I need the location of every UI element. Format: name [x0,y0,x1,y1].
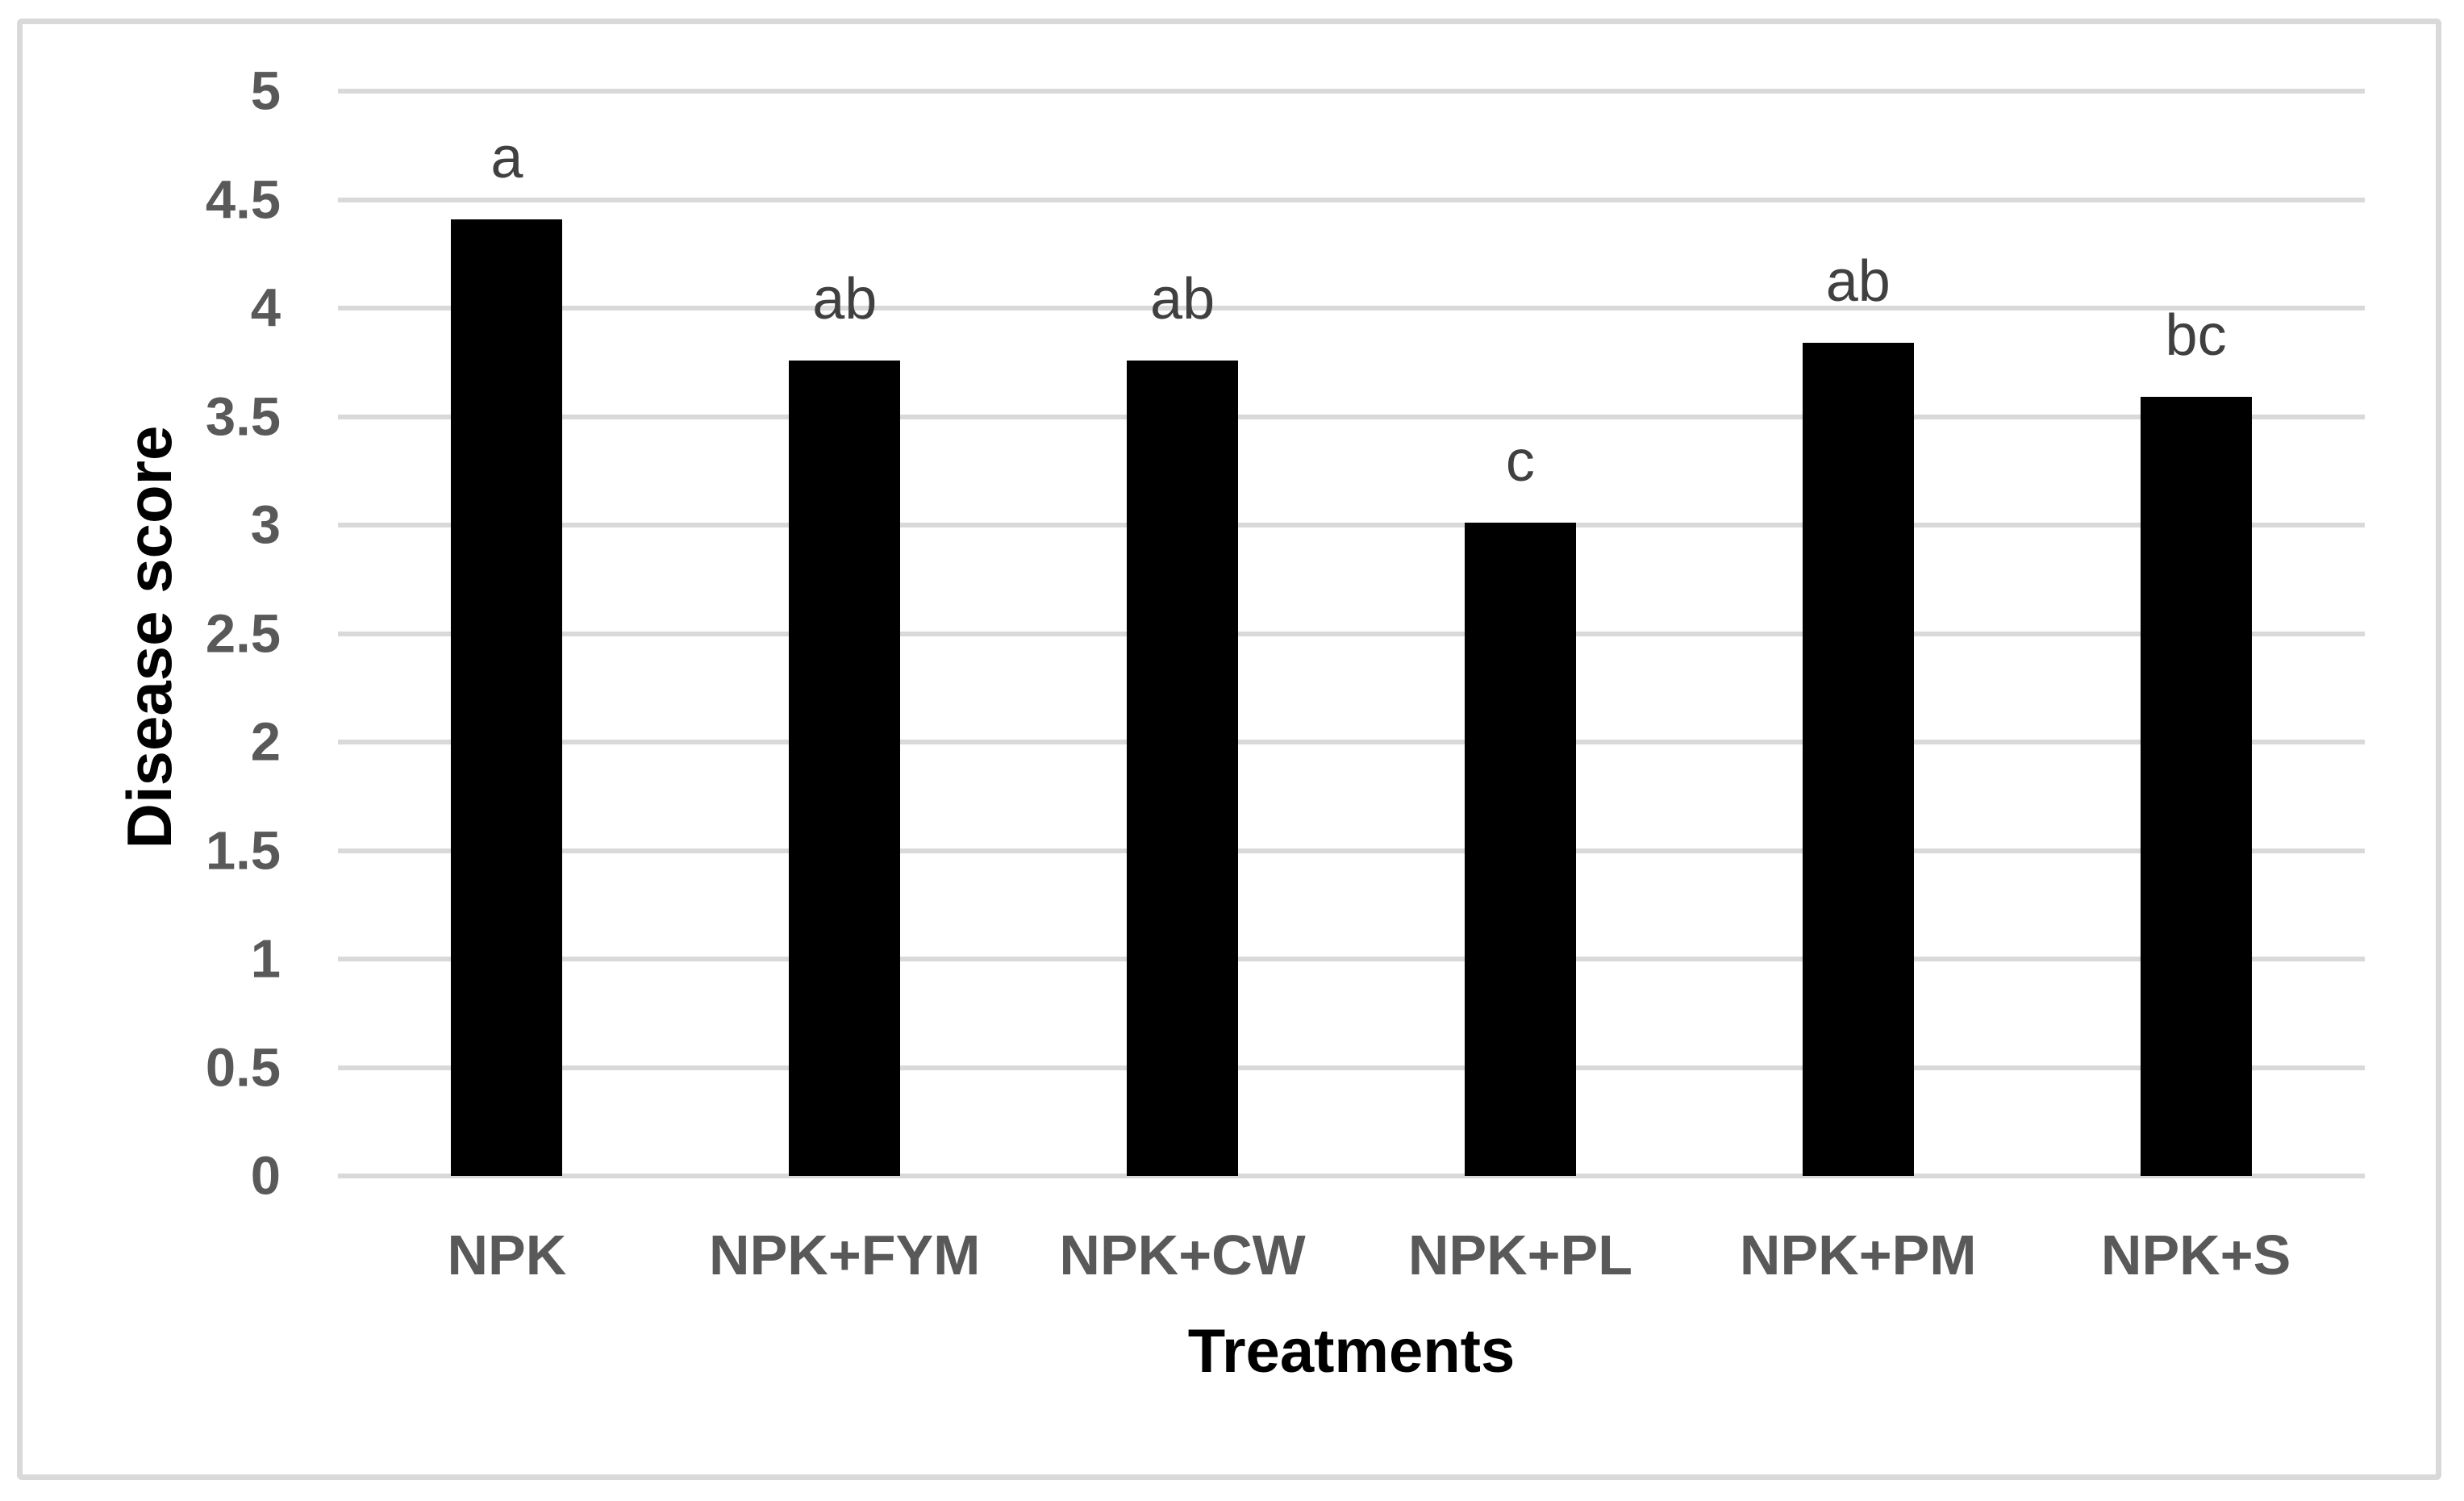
gridline [338,523,2365,527]
y-tick-label: 4.5 [205,169,281,230]
significance-letter: ab [1825,249,1891,315]
significance-letter: a [490,125,523,190]
gridline [338,197,2365,202]
gridline [338,631,2365,636]
gridline [338,1174,2365,1178]
gridline [338,306,2365,311]
bar-NPK+CW [1127,360,1239,1176]
y-tick-label: 2.5 [205,603,281,664]
y-tick-label: 1.5 [205,820,281,881]
y-tick-label: 3.5 [205,386,281,447]
x-category-label: NPK+FYM [709,1224,981,1286]
y-tick-label: 0 [250,1145,281,1207]
bar-NPK [451,219,563,1176]
bar-NPK+FYM [789,360,901,1176]
plot-area: a ab ab c ab bc [338,89,2365,1178]
y-tick-label: 5 [250,60,281,122]
gridline [338,414,2365,419]
y-tick-label: 0.5 [205,1037,281,1098]
significance-letter: c [1505,429,1535,494]
significance-letter: ab [1150,266,1215,331]
bar-NPK+S [2140,397,2252,1176]
x-category-label: NPK+CW [1059,1224,1306,1286]
x-category-label: NPK [447,1224,567,1286]
bar-NPK+PL [1464,523,1576,1176]
gridline [338,1065,2365,1070]
gridline [338,957,2365,961]
significance-letter: bc [2165,303,2227,369]
y-tick-label: 3 [250,494,281,556]
y-axis-title: Disease score [114,425,185,849]
gridline [338,89,2365,94]
y-tick-label: 1 [250,928,281,990]
bar-NPK+PM [1802,343,1914,1176]
y-tick-label: 4 [250,277,281,339]
x-axis-title: Treatments [1187,1317,1516,1386]
significance-letter: ab [812,266,878,331]
x-category-label: NPK+S [2100,1224,2291,1286]
y-tick-label: 2 [250,711,281,773]
gridline [338,848,2365,853]
gridline [338,740,2365,744]
x-category-label: NPK+PM [1739,1224,1977,1286]
x-category-label: NPK+PL [1407,1224,1632,1286]
